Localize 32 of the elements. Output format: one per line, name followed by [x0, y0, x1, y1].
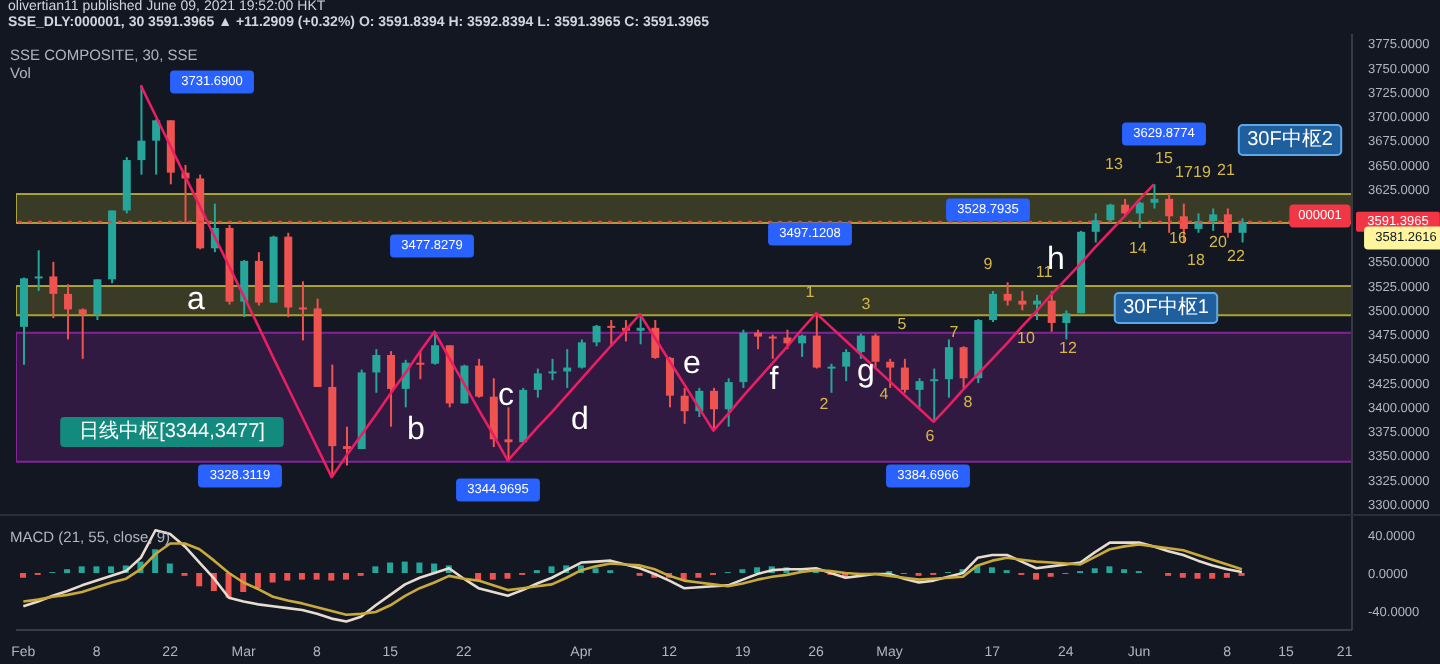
annotation: 1 [805, 283, 816, 301]
annotation: 6 [925, 427, 936, 445]
annotation: c [498, 379, 514, 413]
annotation: 19 [1193, 163, 1212, 181]
annotation: 3 [861, 295, 872, 313]
annotation: 22 [1227, 247, 1246, 265]
annotation: 13 [1105, 155, 1124, 173]
annotation: 30F中枢1 [1123, 295, 1210, 319]
annotation: 10 [1017, 329, 1036, 347]
annotation: 30F中枢2 [1247, 127, 1334, 151]
annotation: d [571, 403, 589, 437]
annotation: 16 [1169, 229, 1188, 247]
annotation: 18 [1187, 251, 1206, 269]
annotation: e [683, 347, 702, 381]
annotation: 7 [949, 323, 960, 341]
annotation: 17 [1175, 163, 1194, 181]
annotation: 9 [983, 255, 994, 273]
annotation: 15 [1155, 149, 1174, 167]
annotation: 2 [819, 395, 830, 413]
annotation: 4 [879, 385, 890, 403]
annotation: a [187, 283, 206, 317]
annotation: 日线中枢[3344,3477] [79, 419, 266, 443]
annotation: 20 [1209, 233, 1228, 251]
annotation: f [769, 363, 780, 397]
annotation: 8 [963, 393, 974, 411]
annotation: g [857, 355, 875, 389]
annotation: 14 [1129, 239, 1148, 257]
annotation: 21 [1217, 161, 1236, 179]
annotation: 5 [897, 315, 908, 333]
annotation: 11 [1035, 263, 1054, 281]
annotation: 12 [1059, 339, 1078, 357]
annotation: b [407, 413, 426, 447]
